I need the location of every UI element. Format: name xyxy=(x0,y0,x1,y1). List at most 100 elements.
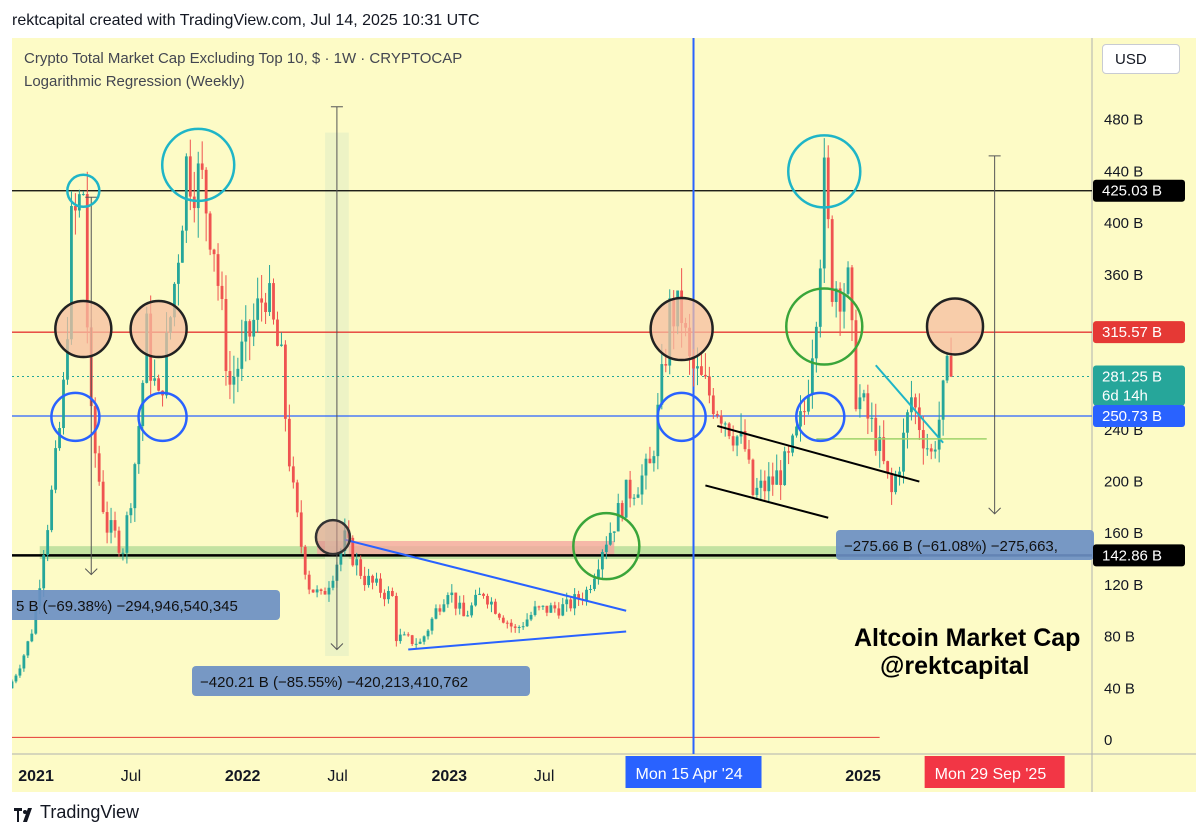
measure-text-1: −420.21 B (−85.55%) −420,213,410,762 xyxy=(200,674,468,691)
candle-body xyxy=(268,283,271,313)
candle-body xyxy=(902,432,905,472)
candle-body xyxy=(177,262,180,284)
candle-body xyxy=(113,520,117,531)
candle-body xyxy=(862,393,866,398)
candle-body xyxy=(497,613,501,618)
candle-body xyxy=(604,544,608,553)
candle-body xyxy=(54,448,57,490)
candle-body xyxy=(196,163,200,209)
gray-circle-2022 xyxy=(314,518,352,556)
candle-body xyxy=(565,599,569,605)
candle-body xyxy=(569,599,573,609)
candle-body xyxy=(410,635,414,645)
candle-body xyxy=(735,436,739,446)
candle-body xyxy=(878,437,882,451)
candle-body xyxy=(739,430,743,437)
candle-body xyxy=(184,156,188,231)
candle-body xyxy=(125,515,129,553)
candle-body xyxy=(137,426,141,465)
breakout-trendline xyxy=(875,364,944,444)
y-tick-label: 0 xyxy=(1104,732,1112,749)
candle-body xyxy=(553,605,557,609)
candle-body xyxy=(228,371,232,385)
candle-body xyxy=(894,475,897,493)
resistance-zone-box xyxy=(317,540,615,557)
watermark-handle: @rektcapital xyxy=(880,652,1030,680)
candle-body xyxy=(577,594,581,600)
candle-body xyxy=(593,578,596,589)
candle-body xyxy=(771,476,775,485)
price-label-text: 281.25 B xyxy=(1102,369,1162,386)
candle-body xyxy=(803,411,806,413)
candle-body xyxy=(283,344,287,419)
candle-body xyxy=(616,503,620,532)
wedge-lower-line xyxy=(705,484,829,519)
blue-circle-2 xyxy=(137,391,188,443)
cyan-circle-2021 xyxy=(160,127,236,203)
candle-body xyxy=(628,479,632,499)
candle-body xyxy=(173,283,176,318)
candle-body xyxy=(759,480,763,488)
candle-body xyxy=(779,470,783,486)
candle-body xyxy=(620,503,624,518)
chart-header: rektcapital created with TradingView.com… xyxy=(12,12,480,29)
candle-body xyxy=(711,395,715,415)
measure-box-1 xyxy=(192,666,530,696)
candle-body xyxy=(870,417,874,419)
candle-body xyxy=(272,283,275,320)
price-label-box xyxy=(1093,404,1185,427)
currency-button[interactable]: USD xyxy=(1102,44,1180,74)
candle-body xyxy=(264,302,267,313)
blue-circle-4 xyxy=(795,391,846,443)
chart-subtitle: Logarithmic Regression (Weekly) xyxy=(24,73,245,90)
candle-body xyxy=(303,546,307,575)
candle-body xyxy=(493,601,497,614)
chart-svg[interactable]: 5 B (−69.38%) −294,946,540,345 −420.21 B … xyxy=(12,38,1196,792)
y-tick-label: 360 B xyxy=(1104,267,1143,284)
candle-body xyxy=(458,602,462,609)
y-tick-label: 480 B xyxy=(1104,112,1143,129)
candle-body xyxy=(858,397,862,410)
candle-body xyxy=(260,298,264,303)
candle-body xyxy=(692,356,695,369)
candle-body xyxy=(791,435,794,453)
candle-body xyxy=(866,393,870,419)
candle-body xyxy=(165,332,168,396)
candle-body xyxy=(109,520,113,533)
candle-body xyxy=(517,627,521,629)
y-tick-label: 200 B xyxy=(1104,474,1143,491)
candle-body xyxy=(696,366,699,369)
price-label-box xyxy=(1093,321,1185,344)
candle-body xyxy=(188,156,192,197)
candle-body xyxy=(652,456,656,464)
candle-body xyxy=(339,550,343,565)
chart-area[interactable]: 5 B (−69.38%) −294,946,540,345 −420.21 B … xyxy=(12,38,1196,792)
candle-body xyxy=(351,537,355,566)
y-tick-label: 40 B xyxy=(1104,680,1135,697)
candle-body xyxy=(513,626,517,628)
price-label-text: 142.86 B xyxy=(1102,547,1162,564)
candle-body xyxy=(434,608,438,619)
measure-box-0 xyxy=(12,590,280,620)
candle-body xyxy=(529,614,533,620)
green-circle-2024 xyxy=(785,287,864,366)
peach-circle-1 xyxy=(54,299,113,359)
candle-body xyxy=(648,458,652,464)
candle-body xyxy=(882,437,886,462)
candle-body xyxy=(850,267,854,321)
candle-body xyxy=(474,594,477,606)
candle-body xyxy=(375,578,378,583)
candle-body xyxy=(466,615,470,617)
candle-body xyxy=(117,530,121,553)
candle-body xyxy=(814,326,818,359)
candle-body xyxy=(608,532,612,545)
candle-body xyxy=(941,380,945,420)
candle-body xyxy=(287,418,291,467)
measure-box-2 xyxy=(836,530,1094,560)
candle-body xyxy=(763,480,767,492)
candle-body xyxy=(783,451,787,486)
candle-body xyxy=(703,374,707,377)
candle-body xyxy=(573,594,577,609)
candle-body xyxy=(490,601,493,605)
candle-body xyxy=(387,591,390,600)
